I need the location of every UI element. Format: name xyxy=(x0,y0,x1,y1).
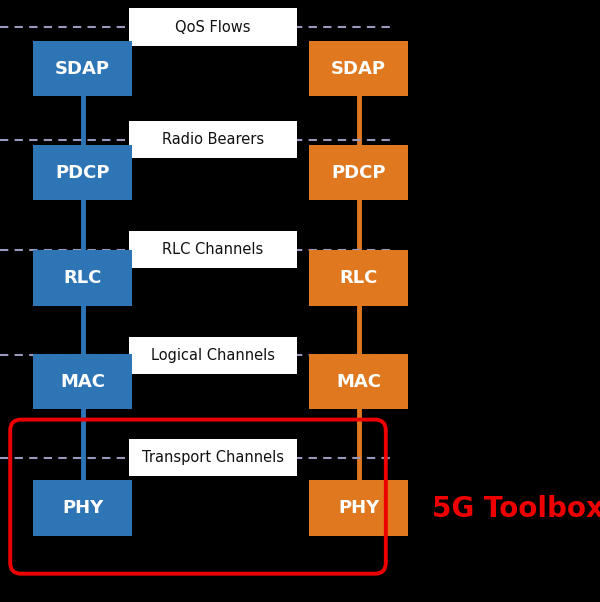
Text: SDAP: SDAP xyxy=(55,60,110,78)
FancyBboxPatch shape xyxy=(129,8,297,46)
FancyBboxPatch shape xyxy=(129,337,297,374)
Text: Transport Channels: Transport Channels xyxy=(142,450,284,465)
FancyBboxPatch shape xyxy=(129,231,297,268)
FancyBboxPatch shape xyxy=(309,145,408,200)
Text: RLC Channels: RLC Channels xyxy=(163,243,263,257)
FancyBboxPatch shape xyxy=(309,480,408,536)
FancyBboxPatch shape xyxy=(309,250,408,306)
FancyBboxPatch shape xyxy=(129,121,297,158)
Text: PDCP: PDCP xyxy=(331,164,386,182)
Text: 5G Toolbox: 5G Toolbox xyxy=(432,495,600,523)
FancyBboxPatch shape xyxy=(33,354,132,409)
FancyBboxPatch shape xyxy=(309,354,408,409)
Text: PDCP: PDCP xyxy=(55,164,110,182)
FancyBboxPatch shape xyxy=(129,439,297,476)
FancyBboxPatch shape xyxy=(33,41,132,96)
Text: QoS Flows: QoS Flows xyxy=(175,20,251,34)
Text: RLC: RLC xyxy=(64,269,101,287)
FancyBboxPatch shape xyxy=(33,480,132,536)
Text: RLC: RLC xyxy=(340,269,377,287)
Text: MAC: MAC xyxy=(336,373,381,391)
Text: Radio Bearers: Radio Bearers xyxy=(162,132,264,147)
FancyBboxPatch shape xyxy=(33,145,132,200)
Text: PHY: PHY xyxy=(338,499,379,517)
FancyBboxPatch shape xyxy=(309,41,408,96)
FancyBboxPatch shape xyxy=(33,250,132,306)
Text: Logical Channels: Logical Channels xyxy=(151,348,275,362)
Text: MAC: MAC xyxy=(60,373,105,391)
Text: SDAP: SDAP xyxy=(331,60,386,78)
Text: PHY: PHY xyxy=(62,499,103,517)
